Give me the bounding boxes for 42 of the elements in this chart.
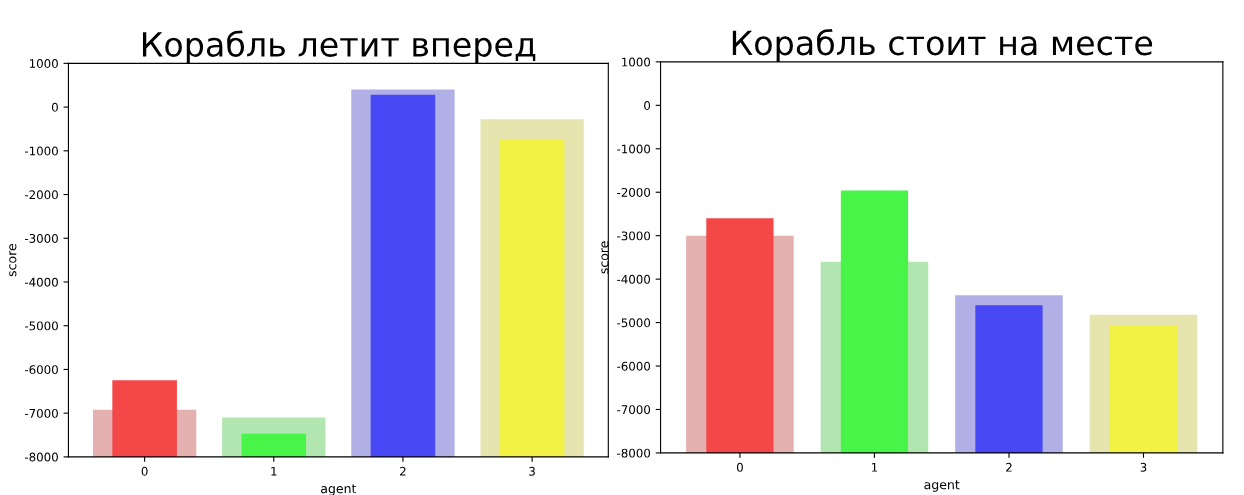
y-tick-label: -8000 <box>24 452 58 462</box>
y-tick-label: -5000 <box>617 318 651 328</box>
y-tick-label: -3000 <box>617 231 651 241</box>
y-tick-label: 1000 <box>29 59 58 69</box>
x-axis-title: agent <box>321 484 357 495</box>
y-tick-label: -8000 <box>617 448 651 458</box>
y-axis-title: score <box>9 244 17 277</box>
x-axis-title: agent <box>924 480 960 492</box>
y-tick-label: -7000 <box>617 405 651 415</box>
y-tick-label: -5000 <box>24 321 58 331</box>
bar <box>112 380 177 457</box>
bar <box>840 190 909 453</box>
y-tick-label: 0 <box>644 101 651 110</box>
y-tick-label: -1000 <box>617 144 651 154</box>
bar <box>706 218 774 453</box>
bar <box>241 433 307 457</box>
y-tick-label: -4000 <box>617 274 651 284</box>
chart-title: Корабль летит вперед <box>142 30 536 64</box>
x-tick-label: 2 <box>400 466 406 476</box>
x-tick-label: 1 <box>871 463 878 472</box>
x-tick-label: 2 <box>1006 462 1012 472</box>
bar <box>1109 325 1178 453</box>
bar <box>499 139 565 457</box>
y-axis-title: score <box>601 241 609 274</box>
y-tick-label: -2000 <box>617 187 651 197</box>
y-tick-label: -6000 <box>617 361 651 371</box>
y-tick-label: -7000 <box>24 408 58 418</box>
bar <box>975 305 1043 453</box>
x-tick-label: 1 <box>271 466 277 476</box>
x-tick-label: 0 <box>141 466 148 476</box>
y-tick-label: 0 <box>51 102 58 112</box>
y-tick-label: -6000 <box>24 365 58 375</box>
x-tick-label: 0 <box>736 462 743 472</box>
bar <box>370 94 436 457</box>
y-tick-label: 1000 <box>622 57 651 67</box>
y-tick-label: -4000 <box>24 277 58 287</box>
y-tick-label: -2000 <box>24 190 58 200</box>
y-tick-label: -3000 <box>24 233 58 243</box>
x-tick-label: 3 <box>1140 462 1147 472</box>
x-tick-label: 3 <box>529 466 535 476</box>
chart-title: Корабль стоит на месте <box>732 29 1153 62</box>
y-tick-label: -1000 <box>24 146 58 156</box>
